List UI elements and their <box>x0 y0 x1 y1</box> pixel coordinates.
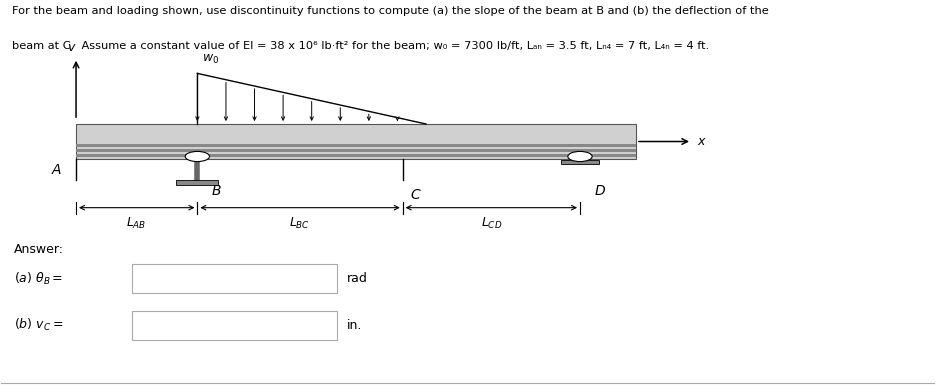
Text: $L_{AB}$: $L_{AB}$ <box>126 216 147 231</box>
Text: in.: in. <box>346 319 362 332</box>
Bar <box>76 154 636 157</box>
Bar <box>76 144 636 147</box>
Text: $L_{CD}$: $L_{CD}$ <box>481 216 502 231</box>
Bar <box>76 124 636 159</box>
Text: $A$: $A$ <box>51 163 62 177</box>
Text: beam at C.  Assume a constant value of El = 38 x 10⁶ lb·ft² for the beam; w₀ = 7: beam at C. Assume a constant value of El… <box>12 41 709 51</box>
Circle shape <box>568 151 592 162</box>
Text: $L_{BC}$: $L_{BC}$ <box>289 216 311 231</box>
Circle shape <box>185 151 210 162</box>
Text: $D$: $D$ <box>594 184 606 198</box>
Text: $v$: $v$ <box>66 41 76 54</box>
Text: $w_0$: $w_0$ <box>202 53 219 66</box>
Text: For the beam and loading shown, use discontinuity functions to compute (a) the s: For the beam and loading shown, use disc… <box>12 6 768 16</box>
FancyBboxPatch shape <box>132 311 337 340</box>
Text: $x$: $x$ <box>696 135 707 148</box>
Bar <box>176 180 218 185</box>
Text: $B$: $B$ <box>212 184 222 198</box>
Text: Answer:: Answer: <box>13 243 64 256</box>
FancyBboxPatch shape <box>132 264 337 293</box>
Text: rad: rad <box>346 272 368 285</box>
Text: $(b)\ v_C =$: $(b)\ v_C =$ <box>13 318 63 334</box>
Bar <box>562 160 599 164</box>
Bar <box>76 149 636 152</box>
Text: $C$: $C$ <box>410 188 422 202</box>
Text: $(a)\ \theta_B =$: $(a)\ \theta_B =$ <box>13 270 63 287</box>
